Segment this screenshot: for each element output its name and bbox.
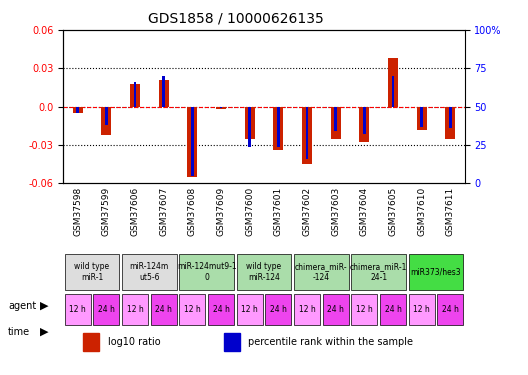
Text: GSM37609: GSM37609 <box>216 187 225 236</box>
FancyBboxPatch shape <box>180 294 205 325</box>
Bar <box>158 80 169 107</box>
Bar <box>420 107 423 127</box>
Text: GSM37598: GSM37598 <box>73 187 82 236</box>
FancyBboxPatch shape <box>122 254 176 291</box>
Bar <box>83 333 99 351</box>
Text: ▶: ▶ <box>40 327 48 337</box>
FancyBboxPatch shape <box>180 254 234 291</box>
FancyBboxPatch shape <box>237 294 262 325</box>
FancyBboxPatch shape <box>294 294 320 325</box>
Text: wild type
miR-124: wild type miR-124 <box>247 262 281 282</box>
Text: log10 ratio: log10 ratio <box>108 337 160 347</box>
Bar <box>162 76 165 107</box>
Bar <box>220 107 222 108</box>
Bar <box>359 107 369 142</box>
Text: 12 h: 12 h <box>184 305 201 314</box>
FancyBboxPatch shape <box>352 254 406 291</box>
Text: time: time <box>8 327 30 337</box>
Bar <box>363 107 366 134</box>
Text: GSM37608: GSM37608 <box>188 187 197 236</box>
Bar <box>244 107 254 139</box>
Bar <box>392 76 394 107</box>
Text: miR-124mut9-1
0: miR-124mut9-1 0 <box>177 262 237 282</box>
Bar <box>105 107 108 125</box>
Bar <box>248 107 251 147</box>
Text: GSM37606: GSM37606 <box>130 187 139 236</box>
Bar <box>449 107 452 128</box>
FancyBboxPatch shape <box>65 294 91 325</box>
FancyBboxPatch shape <box>352 294 377 325</box>
Bar <box>216 107 226 109</box>
Text: 24 h: 24 h <box>442 305 459 314</box>
Text: GDS1858 / 10000626135: GDS1858 / 10000626135 <box>148 12 324 26</box>
Bar <box>76 107 79 113</box>
Bar <box>417 107 427 130</box>
Text: GSM37607: GSM37607 <box>159 187 168 236</box>
Text: percentile rank within the sample: percentile rank within the sample <box>248 337 413 347</box>
FancyBboxPatch shape <box>294 254 348 291</box>
Text: GSM37601: GSM37601 <box>274 187 283 236</box>
Bar <box>277 107 280 147</box>
FancyBboxPatch shape <box>208 294 234 325</box>
Bar <box>445 107 455 139</box>
Bar <box>134 82 136 107</box>
Text: 12 h: 12 h <box>299 305 315 314</box>
Text: miR373/hes3: miR373/hes3 <box>411 267 461 276</box>
Text: 12 h: 12 h <box>241 305 258 314</box>
Text: miR-124m
ut5-6: miR-124m ut5-6 <box>130 262 169 282</box>
FancyBboxPatch shape <box>122 294 148 325</box>
Bar <box>191 107 194 176</box>
FancyBboxPatch shape <box>266 294 291 325</box>
Bar <box>331 107 341 139</box>
FancyBboxPatch shape <box>151 294 176 325</box>
Text: 24 h: 24 h <box>270 305 287 314</box>
FancyBboxPatch shape <box>65 254 119 291</box>
FancyBboxPatch shape <box>409 294 435 325</box>
Text: wild type
miR-1: wild type miR-1 <box>74 262 110 282</box>
FancyBboxPatch shape <box>437 294 463 325</box>
Bar <box>334 107 337 131</box>
Text: chimera_miR-
-124: chimera_miR- -124 <box>295 262 347 282</box>
Bar <box>73 107 83 113</box>
Text: 24 h: 24 h <box>98 305 115 314</box>
Text: 12 h: 12 h <box>356 305 373 314</box>
Text: GSM37599: GSM37599 <box>102 187 111 236</box>
Text: 24 h: 24 h <box>213 305 230 314</box>
Text: 24 h: 24 h <box>327 305 344 314</box>
Bar <box>274 107 284 150</box>
FancyBboxPatch shape <box>237 254 291 291</box>
Text: GSM37600: GSM37600 <box>245 187 254 236</box>
Text: ▶: ▶ <box>40 301 48 310</box>
Bar <box>224 333 240 351</box>
FancyBboxPatch shape <box>409 254 463 291</box>
Text: agent: agent <box>8 301 36 310</box>
Text: chimera_miR-1
24-1: chimera_miR-1 24-1 <box>350 262 407 282</box>
Bar <box>130 84 140 107</box>
Bar <box>306 107 308 159</box>
Text: GSM37605: GSM37605 <box>389 187 398 236</box>
Text: 12 h: 12 h <box>127 305 144 314</box>
Text: GSM37611: GSM37611 <box>446 187 455 236</box>
Text: GSM37610: GSM37610 <box>417 187 426 236</box>
FancyBboxPatch shape <box>323 294 348 325</box>
Text: GSM37604: GSM37604 <box>360 187 369 236</box>
FancyBboxPatch shape <box>380 294 406 325</box>
Bar <box>388 58 398 107</box>
Bar <box>187 107 197 177</box>
Text: GSM37602: GSM37602 <box>303 187 312 236</box>
Text: 24 h: 24 h <box>384 305 401 314</box>
Bar <box>101 107 111 135</box>
Bar <box>302 107 312 164</box>
FancyBboxPatch shape <box>93 294 119 325</box>
Text: GSM37603: GSM37603 <box>331 187 340 236</box>
Text: 12 h: 12 h <box>413 305 430 314</box>
Text: 24 h: 24 h <box>155 305 172 314</box>
Text: 12 h: 12 h <box>69 305 86 314</box>
